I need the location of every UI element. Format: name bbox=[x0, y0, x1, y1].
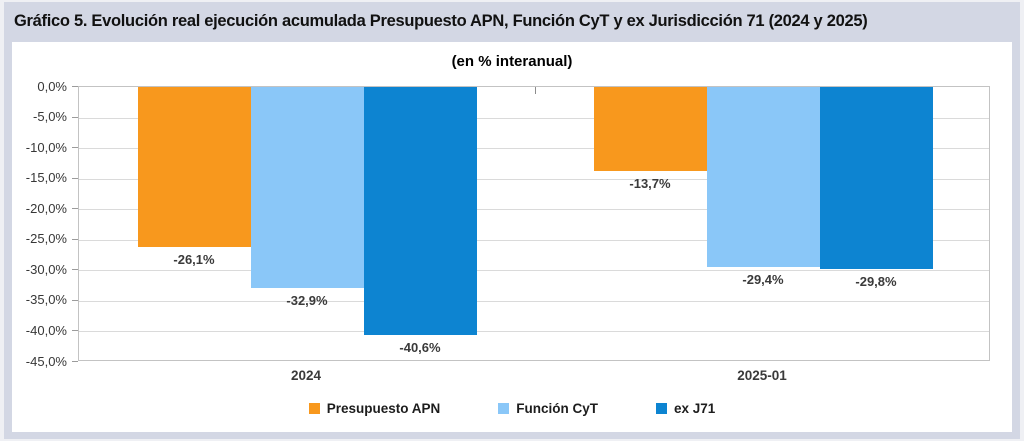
y-tick-mark bbox=[72, 86, 78, 87]
y-tick-mark bbox=[72, 361, 78, 362]
y-tick-label: -20,0% bbox=[25, 200, 67, 216]
y-tick-mark bbox=[72, 299, 78, 301]
x-category-label: 2024 bbox=[290, 368, 322, 383]
legend-item-funci-n-cyt: Función CyT bbox=[498, 401, 598, 416]
y-tick-mark bbox=[72, 147, 78, 149]
gridline bbox=[79, 270, 989, 272]
gridline bbox=[79, 331, 989, 333]
y-tick-mark bbox=[72, 116, 78, 118]
bar-presupuesto-apn-2025-01 bbox=[593, 87, 707, 171]
y-tick-mark bbox=[72, 330, 78, 332]
y-axis: 0,0% -5,0% -10,0% -15,0% -20,0% -25,0% -30,0% -… bbox=[12, 79, 78, 369]
bar-ex-j71-2025-01 bbox=[819, 87, 933, 270]
y-tick-label: -25,0% bbox=[25, 231, 67, 247]
legend-swatch-icon bbox=[655, 403, 667, 414]
bar-value-label: -26,1% bbox=[173, 251, 215, 267]
bar-funci-n-cyt-2025-01 bbox=[706, 87, 820, 267]
legend-item-presupuesto-apn: Presupuesto APN bbox=[308, 401, 441, 416]
chart-frame: Gráfico 5. Evolución real ejecución acum… bbox=[4, 2, 1020, 439]
gridline bbox=[79, 178, 989, 180]
gridline bbox=[79, 117, 989, 119]
legend-label: Presupuesto APN bbox=[326, 401, 441, 416]
y-tick-mark bbox=[72, 208, 78, 210]
plot-area: -26,1% -32,9% -40,6% -13,7% -29,4% -29,8% bbox=[78, 86, 990, 361]
y-tick-label: -10,0% bbox=[25, 139, 67, 155]
legend: Presupuesto APN Función CyT ex J71 bbox=[12, 401, 1012, 416]
bar-funci-n-cyt-2024 bbox=[250, 87, 364, 289]
x-axis-boundary-tick bbox=[535, 87, 536, 94]
gridline bbox=[79, 148, 989, 150]
bar-value-label: -32,9% bbox=[286, 293, 328, 309]
y-tick-label: -15,0% bbox=[25, 170, 67, 186]
bar-value-label: -13,7% bbox=[629, 175, 671, 191]
y-tick-mark bbox=[72, 177, 78, 179]
bar-value-label: -29,8% bbox=[855, 274, 897, 290]
y-tick-label: -45,0% bbox=[25, 353, 67, 369]
y-tick-label: -40,0% bbox=[25, 322, 67, 338]
legend-swatch-icon bbox=[498, 403, 510, 414]
y-tick-label: 0,0% bbox=[37, 78, 67, 94]
bar-value-label: -29,4% bbox=[742, 271, 784, 287]
y-tick-label: -35,0% bbox=[25, 292, 67, 308]
y-tick-mark bbox=[72, 269, 78, 271]
chart-panel: (en % interanual) 0,0% -5,0% -10,0% -15,0% -… bbox=[12, 42, 1012, 432]
chart-title: Gráfico 5. Evolución real ejecución acum… bbox=[14, 12, 868, 30]
chart-subtitle: (en % interanual) bbox=[451, 53, 573, 70]
gridline bbox=[79, 209, 989, 211]
bar-value-label: -40,6% bbox=[399, 340, 441, 356]
gridline bbox=[79, 300, 989, 302]
y-tick-label: -5,0% bbox=[33, 109, 67, 125]
gridline bbox=[79, 239, 989, 241]
bar-ex-j71-2024 bbox=[363, 87, 477, 336]
legend-label: Función CyT bbox=[516, 401, 598, 416]
legend-swatch-icon bbox=[308, 403, 320, 414]
legend-item-ex-j71: ex J71 bbox=[655, 401, 716, 416]
y-tick-label: -30,0% bbox=[25, 261, 67, 277]
legend-label: ex J71 bbox=[673, 401, 716, 416]
x-category-label: 2025-01 bbox=[737, 368, 787, 383]
y-tick-mark bbox=[72, 238, 78, 240]
bar-presupuesto-apn-2024 bbox=[137, 87, 251, 247]
